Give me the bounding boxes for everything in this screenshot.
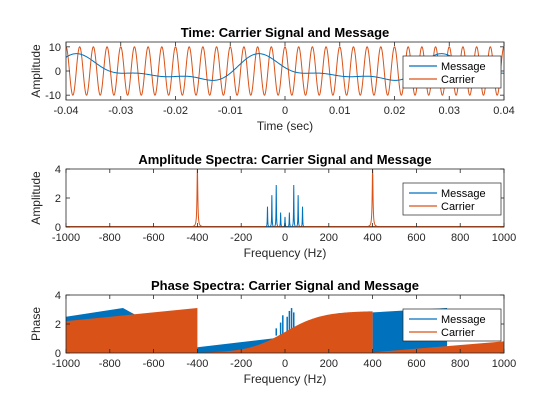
message-peak (296, 195, 301, 227)
y-tick-label: 4 (55, 164, 61, 176)
chart-title: Time: Carrier Signal and Message (181, 25, 390, 40)
x-axis-label: Frequency (Hz) (244, 372, 327, 386)
message-peak (274, 184, 279, 227)
x-axis-label: Frequency (Hz) (244, 246, 327, 260)
x-tick-label: 400 (363, 232, 381, 244)
message-peak (265, 206, 270, 227)
y-tick-label: 2 (55, 193, 61, 205)
y-axis-label: Phase (29, 307, 43, 341)
x-tick-label: -800 (99, 358, 121, 370)
legend-label: Message (441, 188, 486, 200)
x-tick-label: -0.01 (218, 105, 243, 117)
legend-label: Message (441, 314, 486, 326)
subplot-3: -1000 -800 -600 -400 -200 0 200 400 600 800 1000 0 2… (29, 278, 516, 386)
legend-box (402, 55, 502, 89)
carrier-phase-area (66, 308, 198, 353)
x-tick-label: -0.02 (163, 105, 188, 117)
y-tick-label: 0 (55, 348, 61, 360)
y-axis-label: Amplitude (29, 44, 43, 98)
y-tick-label: 0 (55, 66, 61, 78)
x-tick-label: 0 (282, 232, 288, 244)
x-tick-label: -1000 (52, 232, 80, 244)
y-axis-label: Amplitude (29, 171, 43, 225)
legend-box (402, 182, 502, 216)
x-axis-label: Time (sec) (257, 119, 313, 133)
x-tick-label: -200 (230, 232, 252, 244)
x-tick-label: 0.01 (329, 105, 350, 117)
legend-box (402, 308, 502, 342)
carrier-phase-area (198, 311, 373, 353)
x-tick-label: -1000 (52, 358, 80, 370)
subplot-2: -1000 -800 -600 -400 -200 0 200 400 600 800 1000 0 2… (29, 152, 516, 260)
x-tick-label: 800 (451, 232, 469, 244)
y-tick-label: -10 (45, 90, 61, 102)
y-tick-label: 0 (55, 222, 61, 234)
message-peak (300, 206, 305, 227)
message-peak (291, 184, 296, 227)
x-tick-label: -800 (99, 232, 121, 244)
x-tick-label: 200 (320, 358, 338, 370)
x-tick-label: -200 (230, 358, 252, 370)
x-tick-label: 200 (320, 232, 338, 244)
subplot-1: -0.04 -0.03 -0.02 -0.01 0 0.01 0.02 0.03 0.04 -10… (29, 25, 515, 133)
x-tick-label: 800 (451, 358, 469, 370)
y-tick-label: 10 (49, 42, 61, 54)
x-tick-label: 600 (407, 358, 425, 370)
carrier-phase-area (373, 341, 504, 353)
y-tick-label: 4 (55, 290, 61, 302)
x-tick-label: -400 (186, 358, 208, 370)
x-tick-label: 0.03 (439, 105, 460, 117)
message-peak (278, 212, 283, 227)
x-tick-label: 0.04 (493, 105, 514, 117)
x-tick-label: 0 (282, 358, 288, 370)
x-tick-label: 400 (363, 358, 381, 370)
chart-title: Amplitude Spectra: Carrier Signal and Me… (138, 152, 431, 167)
x-tick-label: -600 (143, 358, 165, 370)
x-tick-label: 1000 (492, 232, 516, 244)
legend-label: Carrier (441, 74, 475, 86)
legend-label: Message (441, 61, 486, 73)
message-peak (287, 212, 292, 227)
message-peak (269, 195, 274, 227)
x-tick-label: 1000 (492, 358, 516, 370)
x-tick-label: -0.03 (108, 105, 133, 117)
legend-label: Carrier (441, 327, 475, 339)
x-tick-label: -0.04 (53, 105, 78, 117)
x-tick-label: -600 (143, 232, 165, 244)
y-tick-label: 2 (55, 319, 61, 331)
x-tick-label: 0 (282, 105, 288, 117)
x-tick-label: -400 (186, 232, 208, 244)
x-tick-label: 0.02 (384, 105, 405, 117)
x-tick-label: 600 (407, 232, 425, 244)
chart-title: Phase Spectra: Carrier Signal and Messag… (151, 278, 419, 293)
legend-label: Carrier (441, 201, 475, 213)
